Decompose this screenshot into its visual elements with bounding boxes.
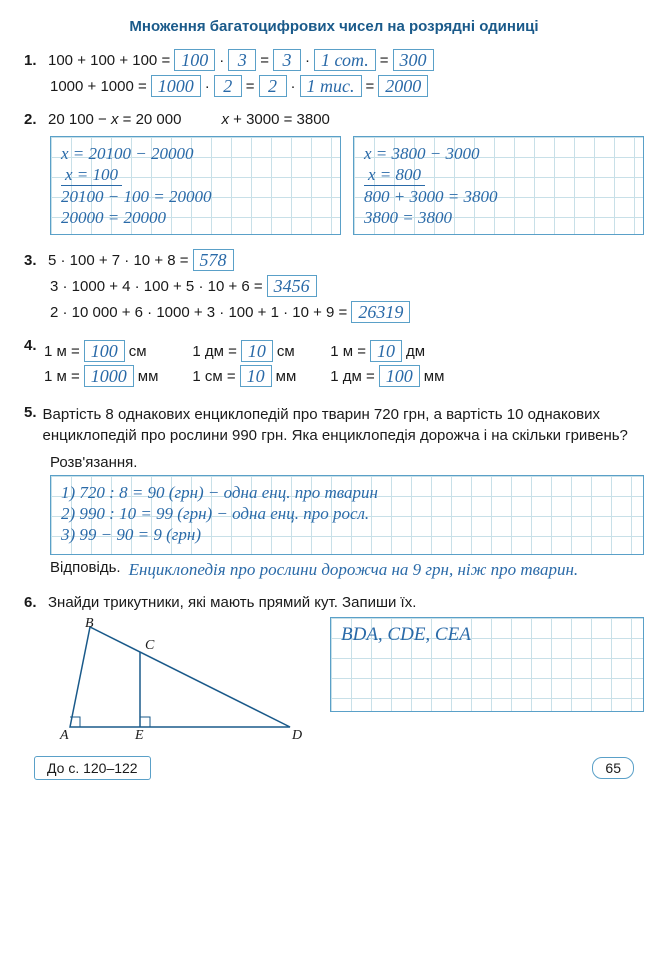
svg-text:B: B [85,617,94,631]
page-number: 65 [592,757,634,779]
problem-4: 4. 1 м =100см 1 м =1000мм 1 дм =10см 1 с… [24,337,644,390]
svg-text:E: E [134,728,144,742]
answer-box: 100 [84,340,125,362]
problem-number: 4. [24,337,44,390]
problem-number: 2. [24,111,44,128]
problem-5: 5. Вартість 8 однакових енциклопедій про… [24,404,644,580]
page-title: Множення багатоцифрових чисел на розрядн… [24,18,644,35]
answer-box: 26319 [351,301,410,323]
answer-box: 10 [241,340,273,362]
solution-grid-a: x = 20100 − 20000 x = 100 20100 − 100 = … [50,136,341,235]
answer-box: 100 [174,49,215,71]
answer-box: 1000 [151,75,201,97]
answer-box: 1000 [84,365,134,387]
problem-1: 1. 100 + 100 + 100 = 100 · 3 = 3 · 1 сот… [24,49,644,97]
problem-text: Вартість 8 однакових енциклопедій про тв… [43,404,644,446]
solution-grid-b: x = 3800 − 3000 x = 800 800 + 3000 = 380… [353,136,644,235]
solution-label: Розв'язання. [50,454,137,471]
problem-number: 6. [24,594,44,611]
answer-label: Відповідь. [50,559,121,580]
answer-box: 2 [259,75,287,97]
svg-text:D: D [291,728,302,742]
answer-box: 3456 [267,275,317,297]
answer-box: 1 сот. [314,49,376,71]
answer-box: 10 [240,365,272,387]
problem-2: 2. 20 100 − x = 20 000 x + 3000 = 3800 x… [24,111,644,235]
answer-box: 1 тис. [300,75,362,97]
svg-text:C: C [145,638,155,653]
problem-6: 6. Знайди трикутники, які мають прямий к… [24,594,644,742]
book-reference: До с. 120–122 [34,756,151,780]
p1a-lhs: 100 + 100 + 100 = [48,52,170,69]
problem-text: Знайди трикутники, які мають прямий кут.… [48,594,416,611]
answer-grid: BDA, CDE, CEA [330,617,644,712]
answer-box: 3 [273,49,301,71]
problem-number: 3. [24,252,44,269]
answer-box: 300 [393,49,434,71]
answer-text: Енциклопедія про рослини дорожча на 9 гр… [129,559,579,580]
answer-box: 578 [193,249,234,271]
answer-box: 3 [228,49,256,71]
answer-box: 2000 [378,75,428,97]
equation: 20 100 − x = 20 000 [48,111,181,128]
answer-box: 100 [379,365,420,387]
p1b-lhs: 1000 + 1000 = [50,78,147,95]
answer-box: 10 [370,340,402,362]
equation: x + 3000 = 3800 [221,111,329,128]
triangle-diagram: A B C D E [50,617,310,742]
answer-box: 2 [214,75,242,97]
svg-text:A: A [59,728,69,742]
problem-number: 5. [24,404,37,446]
problem-3: 3. 5 · 100 + 7 · 10 + 8 = 578 3 · 1000 +… [24,249,644,323]
page-footer: До с. 120–122 65 [24,756,644,780]
problem-number: 1. [24,52,44,69]
